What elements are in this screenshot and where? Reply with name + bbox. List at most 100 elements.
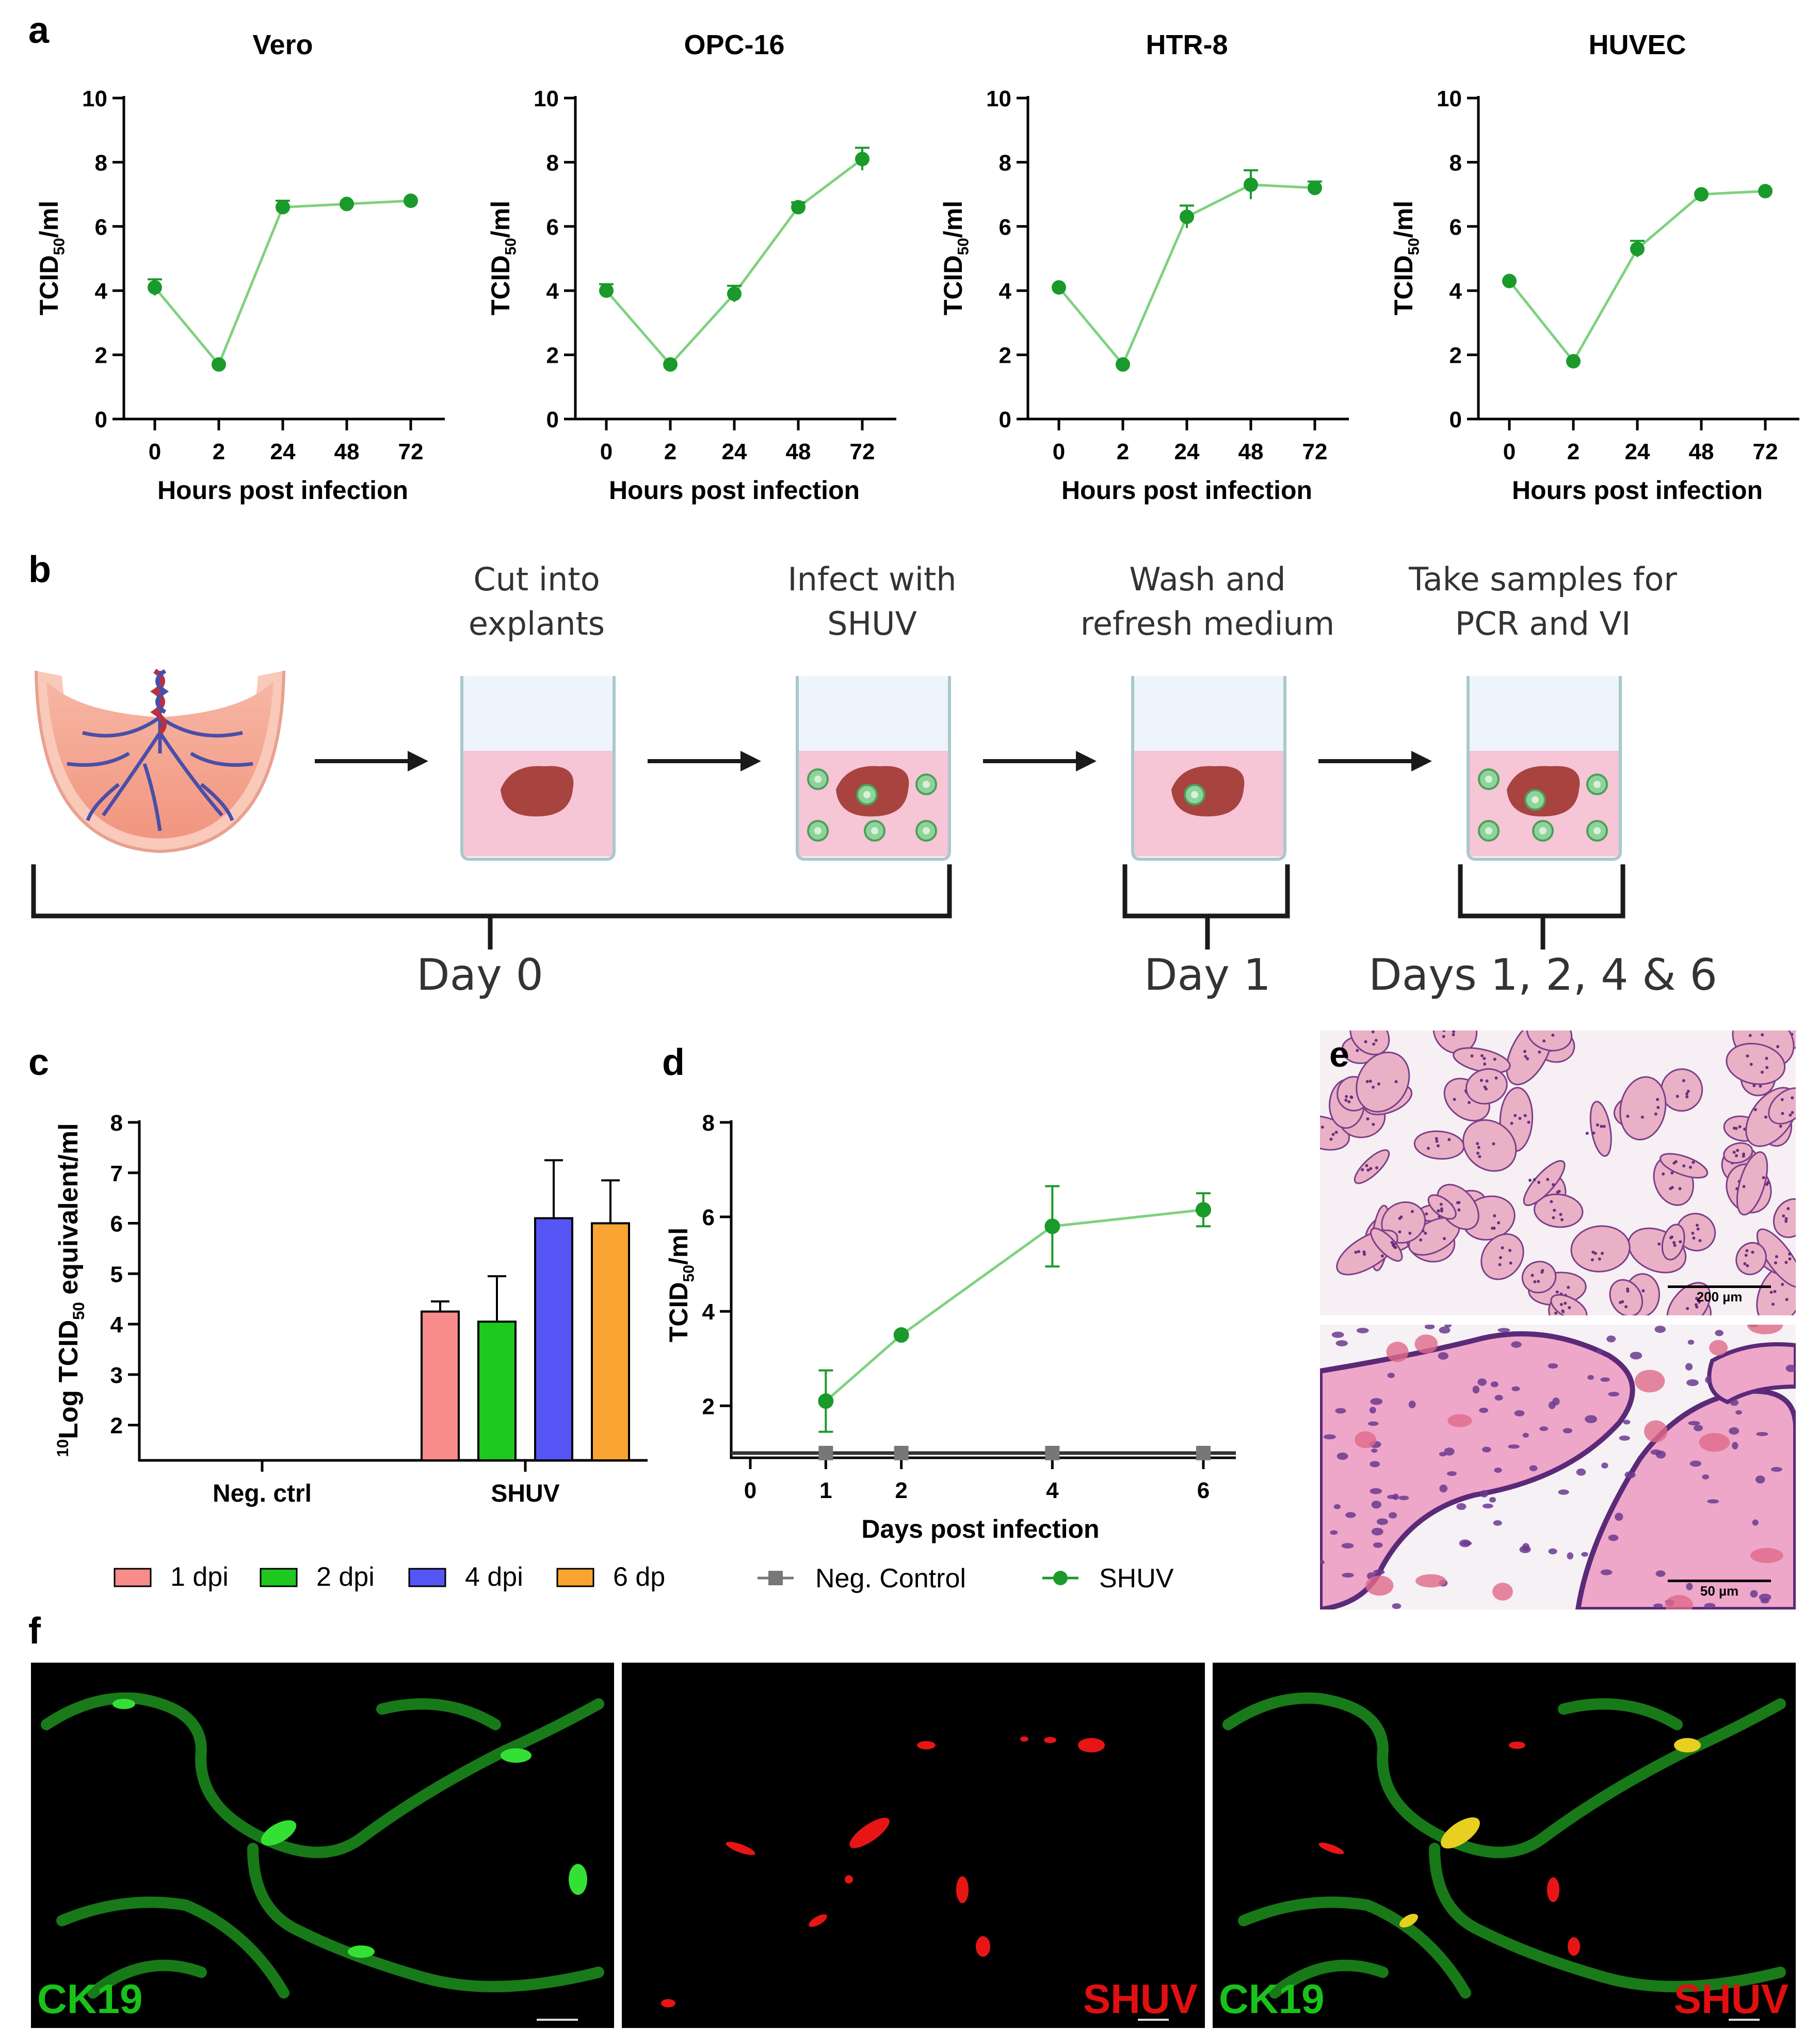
nucleus — [1435, 1137, 1438, 1140]
nucleus — [1784, 1219, 1788, 1223]
fluorescence-shuv: SHUV — [622, 1663, 1205, 2028]
villus — [1609, 1279, 1644, 1315]
nucleus — [1788, 1257, 1792, 1261]
nucleus — [1554, 1311, 1557, 1315]
red-cell — [1750, 1548, 1783, 1563]
nucleus — [1537, 1181, 1541, 1184]
y-axis-label-sub: 50 — [503, 238, 520, 255]
y-axis-label: TCID50/ml — [939, 201, 972, 315]
nucleus — [1508, 1249, 1512, 1252]
x-tick-label: 72 — [1753, 439, 1778, 464]
x-tick-label: 72 — [1302, 439, 1328, 464]
shuv-label: SHUV — [1083, 1976, 1198, 2022]
data-point — [663, 357, 678, 372]
nucleus — [1561, 1310, 1565, 1313]
nucleus — [1623, 1420, 1631, 1425]
nucleus — [1371, 1527, 1383, 1536]
y-tick-label: 6 — [546, 215, 559, 240]
y-tick-label: 8 — [95, 150, 107, 175]
histology-image-bottom: 50 µm — [1320, 1325, 1796, 1610]
legend-swatch — [556, 1568, 594, 1587]
nucleus — [1559, 1302, 1563, 1306]
chart-title: HUVEC — [1588, 29, 1686, 60]
step-infect-line1: Infect with — [787, 560, 957, 598]
nucleus — [1682, 1079, 1685, 1083]
day1-label: Day 1 — [1143, 949, 1271, 1000]
nucleus — [1695, 1296, 1698, 1300]
nucleus — [1427, 1147, 1430, 1150]
nucleus — [1334, 1131, 1338, 1134]
nucleus — [1781, 1283, 1784, 1286]
fluorescence-merge-picture — [1213, 1663, 1796, 2028]
nucleus — [1369, 1407, 1376, 1414]
nucleus — [1762, 1176, 1765, 1180]
legend-swatch — [114, 1568, 152, 1587]
nucleus — [1529, 1465, 1538, 1472]
red-cell — [1447, 1414, 1472, 1427]
x-axis-label: Hours post infection — [609, 476, 860, 505]
nucleus — [1756, 1431, 1768, 1436]
x-tick-label: 2 — [1567, 439, 1580, 464]
nucleus — [1438, 1352, 1448, 1360]
chart-title: Vero — [252, 29, 313, 60]
y-axis-label-rest: /ml — [35, 201, 63, 238]
nucleus — [1732, 1150, 1736, 1154]
nucleus — [1784, 1261, 1788, 1264]
nucleus — [1781, 1112, 1784, 1115]
nucleus — [1472, 1386, 1480, 1394]
y-tick-label: 0 — [95, 407, 107, 432]
nucleus — [1371, 1448, 1378, 1453]
nucleus — [1470, 1054, 1474, 1058]
x-axis-label: Hours post infection — [1512, 476, 1763, 505]
nucleus — [1759, 1594, 1771, 1601]
y-axis-label: 10Log TCID50 equivalent/ml — [54, 1123, 88, 1457]
nucleus — [1398, 1495, 1409, 1501]
nucleus — [1606, 1335, 1616, 1343]
x-tick-label: 0 — [1053, 439, 1065, 464]
nucleus — [1356, 1049, 1359, 1052]
panel-letter-f: f — [28, 1611, 41, 1652]
y-tick-label: 2 — [546, 343, 559, 368]
x-axis-label: Days post infection — [861, 1515, 1099, 1543]
nucleus — [1735, 1410, 1742, 1415]
villus — [1349, 1031, 1390, 1056]
nucleus — [1780, 1098, 1784, 1101]
nucleus — [1394, 1080, 1398, 1084]
nucleus — [1694, 1424, 1703, 1431]
nucleus — [1366, 1117, 1370, 1121]
nucleus — [1686, 1089, 1690, 1093]
nucleus — [1371, 1501, 1381, 1509]
nucleus — [1370, 1488, 1382, 1494]
nucleus — [1424, 1231, 1427, 1235]
nucleus — [1436, 1144, 1440, 1148]
legend-label: 2 dpi — [316, 1562, 375, 1592]
y-axis-label-rest: /ml — [1389, 201, 1418, 238]
arrow-4 — [1318, 751, 1432, 771]
nucleus — [1350, 1096, 1354, 1099]
nucleus — [1688, 1165, 1692, 1169]
nucleus — [1673, 1244, 1677, 1247]
nucleus — [1696, 1227, 1700, 1231]
nucleus — [1556, 1190, 1559, 1194]
nucleus — [1444, 1447, 1455, 1456]
data-point — [855, 152, 869, 167]
nucleus — [1444, 1325, 1452, 1328]
workflow-graphics — [31, 668, 1625, 949]
nucleus — [1341, 1543, 1354, 1549]
nucleus — [1480, 1054, 1484, 1057]
data-point — [212, 357, 226, 372]
nucleus — [1457, 1208, 1461, 1212]
data-line — [1508, 189, 1766, 364]
nucleus — [1752, 1519, 1759, 1526]
nucleus — [1624, 1305, 1628, 1309]
scale-bar-top-label: 200 µm — [1696, 1289, 1743, 1305]
nucleus — [1376, 1518, 1388, 1525]
fluorescence-ck19: CK19 — [31, 1663, 614, 2028]
ck19-label: CK19 — [37, 1976, 143, 2022]
nucleus — [1479, 1490, 1489, 1498]
nucleus — [1388, 1512, 1397, 1519]
nucleus — [1591, 1250, 1595, 1254]
y-axis-label-sub: 50 — [70, 1302, 88, 1320]
legend-label: SHUV — [1099, 1564, 1174, 1594]
